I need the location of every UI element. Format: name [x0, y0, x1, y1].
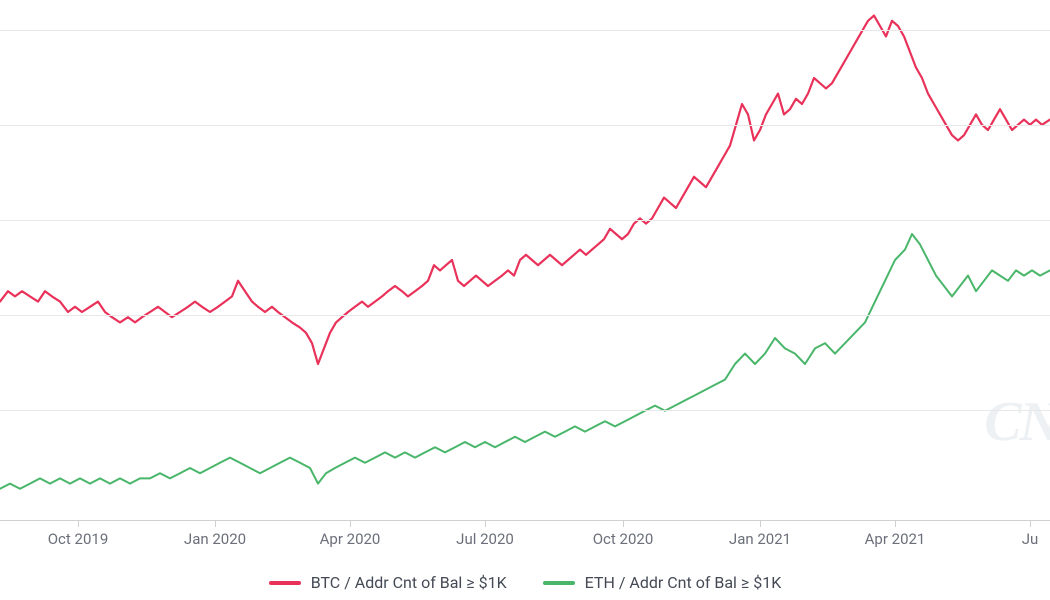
legend-label-btc: BTC / Addr Cnt of Bal ≥ $1K: [311, 573, 507, 592]
legend-swatch-eth: [543, 581, 575, 585]
legend: BTC / Addr Cnt of Bal ≥ $1K ETH / Addr C…: [0, 573, 1050, 592]
x-tick: [350, 520, 351, 527]
crypto-address-count-chart: CN BTC / Addr Cnt of Bal ≥ $1K ETH / Add…: [0, 0, 1050, 600]
x-axis-label: Ju: [1022, 530, 1039, 548]
x-axis-label: Apr 2020: [320, 530, 381, 548]
legend-label-eth: ETH / Addr Cnt of Bal ≥ $1K: [585, 573, 782, 592]
grid-line: [0, 220, 1050, 221]
x-tick: [78, 520, 79, 527]
x-axis-label: Jan 2020: [184, 530, 246, 548]
legend-item-btc[interactable]: BTC / Addr Cnt of Bal ≥ $1K: [269, 573, 507, 592]
grid-line: [0, 315, 1050, 316]
series-line-btc: [0, 16, 1050, 364]
grid-line: [0, 410, 1050, 411]
x-axis: [0, 520, 1050, 521]
x-tick: [215, 520, 216, 527]
x-tick: [1030, 520, 1031, 527]
x-tick: [760, 520, 761, 527]
x-tick: [485, 520, 486, 527]
x-tick: [623, 520, 624, 527]
x-axis-label: Jul 2020: [456, 530, 514, 548]
grid-line: [0, 125, 1050, 126]
x-axis-label: Oct 2020: [593, 530, 654, 548]
line-series-svg: [0, 0, 1050, 520]
x-axis-label: Oct 2019: [48, 530, 109, 548]
x-tick: [895, 520, 896, 527]
plot-area: CN: [0, 0, 1050, 520]
series-line-eth: [0, 234, 1050, 489]
x-axis-label: Jan 2021: [729, 530, 791, 548]
x-axis-label: Apr 2021: [865, 530, 926, 548]
grid-line: [0, 30, 1050, 31]
legend-item-eth[interactable]: ETH / Addr Cnt of Bal ≥ $1K: [543, 573, 782, 592]
legend-swatch-btc: [269, 581, 301, 585]
